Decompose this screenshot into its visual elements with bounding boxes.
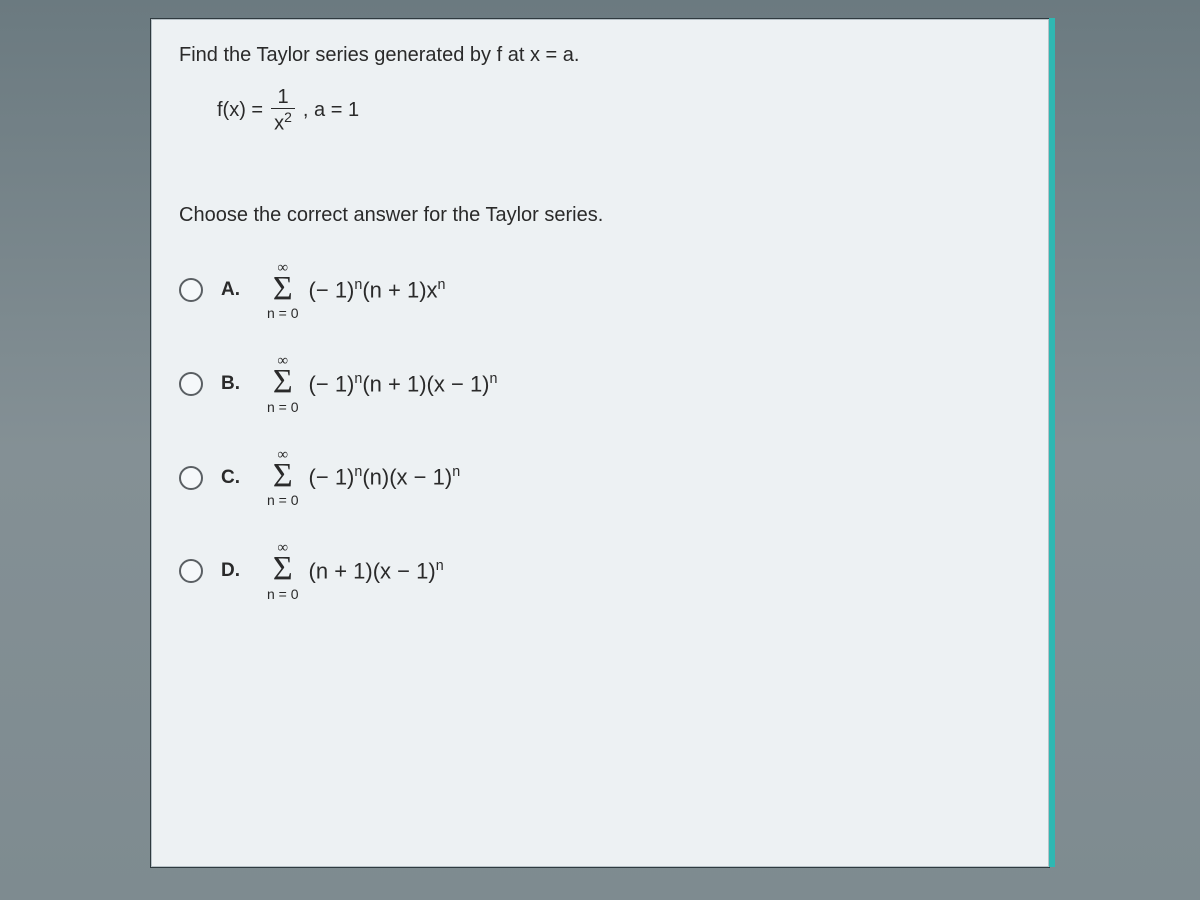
fraction-denominator: x2 (271, 108, 295, 134)
sigma-d: ∞ Σ n = 0 (267, 541, 299, 601)
term-a: (− 1)n(n + 1)xn (309, 277, 446, 303)
option-b[interactable]: B. ∞ Σ n = 0 (− 1)n(n + 1)(x − 1)n (179, 354, 1021, 414)
sigma-b: ∞ Σ n = 0 (267, 354, 299, 414)
sigma-symbol: Σ (273, 554, 293, 585)
sigma-symbol: Σ (273, 367, 293, 398)
fraction-numerator: 1 (274, 87, 291, 108)
sigma-a: ∞ Σ n = 0 (267, 261, 299, 321)
function-definition: f(x) = 1 x2 , a = 1 (217, 87, 1021, 134)
option-label-c: C. (221, 467, 249, 489)
option-math-b: ∞ Σ n = 0 (− 1)n(n + 1)(x − 1)n (267, 354, 497, 414)
option-math-c: ∞ Σ n = 0 (− 1)n(n)(x − 1)n (267, 448, 460, 508)
func-prefix: f(x) = (217, 99, 263, 122)
radio-d[interactable] (179, 559, 203, 583)
option-math-d: ∞ Σ n = 0 (n + 1)(x − 1)n (267, 541, 444, 601)
question-header: Find the Taylor series generated by f at… (179, 41, 1021, 69)
fraction: 1 x2 (271, 87, 295, 134)
denom-exp: 2 (284, 109, 292, 125)
sigma-lower: n = 0 (267, 587, 299, 601)
viewport: Find the Taylor series generated by f at… (0, 0, 1200, 900)
answer-prompt: Choose the correct answer for the Taylor… (179, 204, 1021, 227)
sigma-lower: n = 0 (267, 493, 299, 507)
sigma-lower: n = 0 (267, 400, 299, 414)
denom-base: x (274, 113, 284, 135)
option-label-d: D. (221, 560, 249, 582)
term-c: (− 1)n(n)(x − 1)n (309, 464, 461, 490)
sigma-symbol: Σ (273, 461, 293, 492)
sigma-c: ∞ Σ n = 0 (267, 448, 299, 508)
option-c[interactable]: C. ∞ Σ n = 0 (− 1)n(n)(x − 1)n (179, 448, 1021, 508)
sigma-symbol: Σ (273, 274, 293, 305)
term-d: (n + 1)(x − 1)n (309, 558, 444, 584)
option-label-b: B. (221, 373, 249, 395)
question-panel: Find the Taylor series generated by f at… (150, 18, 1050, 868)
func-suffix: , a = 1 (303, 99, 359, 122)
radio-c[interactable] (179, 466, 203, 490)
option-d[interactable]: D. ∞ Σ n = 0 (n + 1)(x − 1)n (179, 541, 1021, 601)
option-label-a: A. (221, 279, 249, 301)
option-math-a: ∞ Σ n = 0 (− 1)n(n + 1)xn (267, 261, 446, 321)
option-a[interactable]: A. ∞ Σ n = 0 (− 1)n(n + 1)xn (179, 261, 1021, 321)
term-b: (− 1)n(n + 1)(x − 1)n (309, 371, 498, 397)
sigma-lower: n = 0 (267, 306, 299, 320)
radio-b[interactable] (179, 372, 203, 396)
radio-a[interactable] (179, 278, 203, 302)
